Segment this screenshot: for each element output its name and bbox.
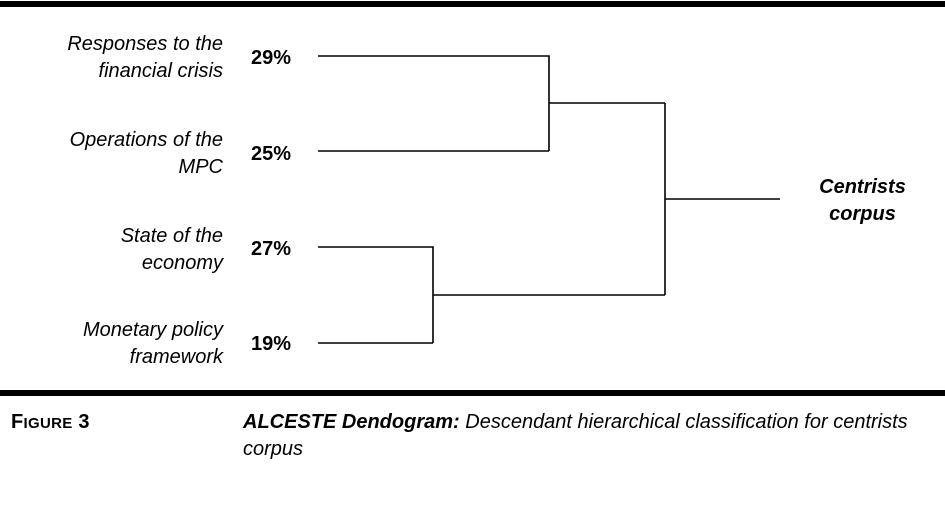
- cluster-label-monetary-policy-framework: Monetary policy framework: [3, 317, 223, 371]
- cluster-label-line: financial crisis: [98, 60, 223, 82]
- root-label-centrists-corpus: Centrists corpus: [790, 174, 935, 228]
- figure-title: ALCESTE Dendogram:: [243, 411, 460, 433]
- figure-number-prefix: F: [11, 411, 24, 433]
- cluster-label-state-of-economy: State of the economy: [3, 223, 223, 277]
- top-rule: [0, 1, 945, 7]
- cluster-percent-responses-to-financial-crisis: 29%: [251, 47, 292, 69]
- cluster-label-line: framework: [129, 346, 223, 368]
- cluster-label-responses-to-financial-crisis: Responses to the financial crisis: [3, 31, 223, 85]
- figure-number-value: 3: [78, 411, 90, 433]
- cluster-label-operations-of-mpc: Operations of the MPC: [3, 127, 223, 181]
- cluster-label-line: State of the: [120, 225, 223, 247]
- figure-number: FIGURE 3: [11, 411, 90, 434]
- branch-state-of-economy: [318, 246, 434, 343]
- figure-caption: ALCESTE Dendogram: Descendant hierarchic…: [243, 409, 933, 463]
- cluster-percent-state-of-economy: 27%: [251, 238, 292, 260]
- cluster-label-line: economy: [141, 252, 223, 274]
- bottom-rule: [0, 390, 945, 396]
- root-label-line: Centrists: [819, 176, 906, 198]
- cluster-label-line: Operations of the: [69, 129, 223, 151]
- figure-caption-text: Descendant hierarchical classification f…: [243, 411, 908, 460]
- dendrogram: [318, 55, 780, 344]
- cluster-percent-operations-of-mpc: 25%: [251, 143, 292, 165]
- cluster-label-line: Responses to the: [67, 33, 223, 55]
- cluster-label-line: MPC: [178, 156, 223, 178]
- root-label-line: corpus: [829, 203, 896, 225]
- cluster-percent-monetary-policy-framework: 19%: [251, 333, 292, 355]
- cluster-label-line: Monetary policy: [82, 319, 223, 341]
- figure-number-smallcaps: IGURE: [23, 415, 73, 432]
- branch-responses-to-financial-crisis: [318, 55, 550, 151]
